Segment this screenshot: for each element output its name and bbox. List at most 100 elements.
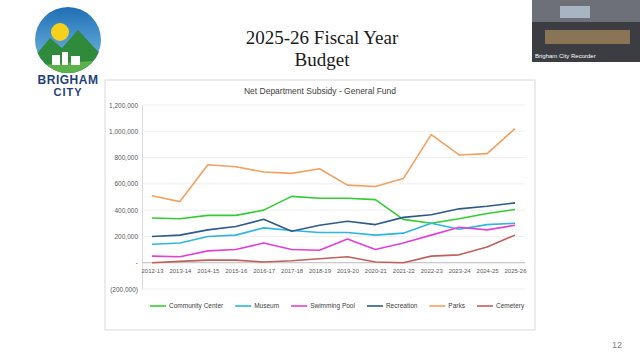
x-axis: 2012-13 2013-14 2014-15 2015-16 2016-17 2017-… [141,263,527,274]
grid [142,105,525,289]
video-frame [532,0,640,62]
logo-text: CITY [53,86,82,98]
grid-line [142,289,525,290]
x-tick: 2013-14 [169,263,192,274]
page-number: 12 [612,340,622,350]
y-tick: 600,000 [115,180,143,187]
grid-line [142,183,525,184]
logo: BRIGHAMCITY [30,7,104,98]
y-tick-label: 800,000 [115,154,139,161]
y-tick: 400,000 [115,207,143,214]
y-tick: - [136,259,142,266]
legend-swatch [150,305,166,307]
y-tick-label: 600,000 [115,180,139,187]
x-tick: 2018-19 [309,263,332,274]
x-tick-label: 2016-17 [253,268,276,274]
legend-label: Parks [448,302,465,309]
y-tick-label: 200,000 [115,233,139,240]
y-axis: (200,000) - 200,000 400,000 600,000 800,000 1,… [109,102,142,294]
x-tick-label: 2015-16 [225,268,248,274]
x-tick: 2021-22 [393,263,416,274]
video-screen [560,6,590,18]
series-line [152,203,515,237]
legend-label: Swimming Pool [310,302,355,310]
x-tick: 2012-13 [141,263,164,274]
legend-item: Cemetery [477,302,525,310]
legend-label: Community Center [169,302,224,310]
video-desk [545,30,630,44]
x-tick-label: 2013-14 [169,268,192,274]
y-tick: 1,000,000 [109,128,142,135]
x-tick-label: 2019-20 [337,268,360,274]
x-tick-label: 2024-25 [477,268,500,274]
legend-item: Community Center [150,302,224,310]
x-tick-label: 2017-18 [281,268,304,274]
plot-area [152,129,515,263]
video-label: Brigham City Recorder [535,53,596,59]
y-tick: (200,000) [110,286,142,294]
logo-building [52,55,60,65]
x-tick: 2023-24 [449,263,472,274]
video-wall [532,0,640,22]
x-tick: 2025-26 [504,263,527,274]
y-axis-line [142,106,143,290]
grid-line [142,131,525,132]
grid-line [142,262,525,263]
legend-label: Recreation [386,302,418,309]
legend-item: Museum [235,302,279,309]
x-tick-label: 2020-21 [365,268,388,274]
y-tick-label: (200,000) [110,286,138,294]
x-tick: 2020-21 [365,263,388,274]
logo-building [71,56,80,65]
legend-item: Recreation [367,302,418,309]
background [0,0,640,360]
y-tick-label: 1,200,000 [109,102,138,109]
series-line [152,129,515,202]
x-tick: 2024-25 [477,263,500,274]
legend-swatch [429,305,445,307]
y-tick-label: 400,000 [115,207,139,214]
logo-building [62,52,68,65]
y-tick-label: 1,000,000 [109,128,138,135]
x-tick-label: 2025-26 [504,268,527,274]
x-tick: 2016-17 [253,263,276,274]
x-tick-label: 2012-13 [141,268,164,274]
logo-sun [51,23,69,41]
legend-swatch [235,305,251,307]
legend-swatch [291,305,307,307]
y-tick: 1,200,000 [109,102,142,109]
y-tick: 200,000 [115,233,143,240]
x-tick-label: 2018-19 [309,268,332,274]
legend-swatch [367,305,383,307]
legend: Community Center Museum Swimming Pool Recre… [150,302,525,310]
x-tick: 2014-15 [197,263,220,274]
y-tick: 800,000 [115,154,143,161]
x-tick-label: 2022-23 [421,268,444,274]
x-axis-line [142,262,525,263]
slide-title: Budget [295,49,351,70]
grid-line [142,105,525,106]
x-tick-label: 2023-24 [449,268,472,274]
logo-text: BRIGHAM [38,73,99,87]
chart-frame [105,80,535,330]
grid-line [142,157,525,158]
legend-item: Swimming Pool [291,302,355,310]
slide: BRIGHAMCITY 2025-26 Fiscal YearBudget Brig… [0,0,640,360]
x-tick: 2017-18 [281,263,304,274]
y-tick-label: - [136,259,138,266]
series-line [152,235,515,263]
slide-title: 2025-26 Fiscal Year [246,27,399,48]
legend-item: Parks [429,302,465,309]
x-tick-label: 2021-22 [393,268,416,274]
series-line [152,223,515,244]
grid-line [142,236,525,237]
x-tick: 2015-16 [225,263,248,274]
series-line [152,196,515,223]
legend-swatch [477,305,493,307]
legend-label: Museum [254,302,279,309]
x-tick: 2019-20 [337,263,360,274]
chart-title: Net Department Subsidy - General Fund [244,86,396,96]
x-tick: 2022-23 [421,263,444,274]
grid-line [142,210,525,211]
video-thumbnail: Brigham City Recorder [532,0,640,62]
